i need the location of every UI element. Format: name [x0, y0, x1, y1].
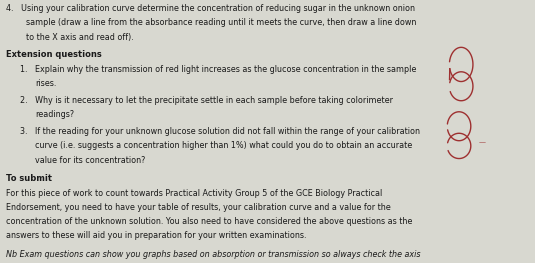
Text: 3.   If the reading for your unknown glucose solution did not fall within the ra: 3. If the reading for your unknown gluco…: [20, 127, 421, 136]
Text: rises.: rises.: [35, 79, 56, 88]
Text: to the X axis and read off).: to the X axis and read off).: [26, 33, 133, 42]
Text: answers to these will aid you in preparation for your written examinations.: answers to these will aid you in prepara…: [6, 231, 307, 240]
Text: To submit: To submit: [6, 174, 52, 183]
Text: 1.   Explain why the transmission of red light increases as the glucose concentr: 1. Explain why the transmission of red l…: [20, 65, 417, 74]
Text: For this piece of work to count towards Practical Activity Group 5 of the GCE Bi: For this piece of work to count towards …: [6, 189, 383, 198]
Text: Extension questions: Extension questions: [6, 50, 102, 59]
Text: curve (i.e. suggests a concentration higher than 1%) what could you do to obtain: curve (i.e. suggests a concentration hig…: [35, 141, 412, 150]
Text: —: —: [479, 139, 486, 145]
Text: Endorsement, you need to have your table of results, your calibration curve and : Endorsement, you need to have your table…: [6, 203, 391, 212]
Text: readings?: readings?: [35, 110, 74, 119]
Text: 4.   Using your calibration curve determine the concentration of reducing sugar : 4. Using your calibration curve determin…: [6, 4, 415, 13]
Text: concentration of the unknown solution. You also need to have considered the abov: concentration of the unknown solution. Y…: [6, 217, 413, 226]
Text: sample (draw a line from the absorbance reading until it meets the curve, then d: sample (draw a line from the absorbance …: [26, 18, 416, 27]
Text: value for its concentration?: value for its concentration?: [35, 156, 145, 165]
Text: 2.   Why is it necessary to let the precipitate settle in each sample before tak: 2. Why is it necessary to let the precip…: [20, 96, 393, 105]
Text: Nb Exam questions can show you graphs based on absorption or transmission so alw: Nb Exam questions can show you graphs ba…: [6, 250, 421, 259]
